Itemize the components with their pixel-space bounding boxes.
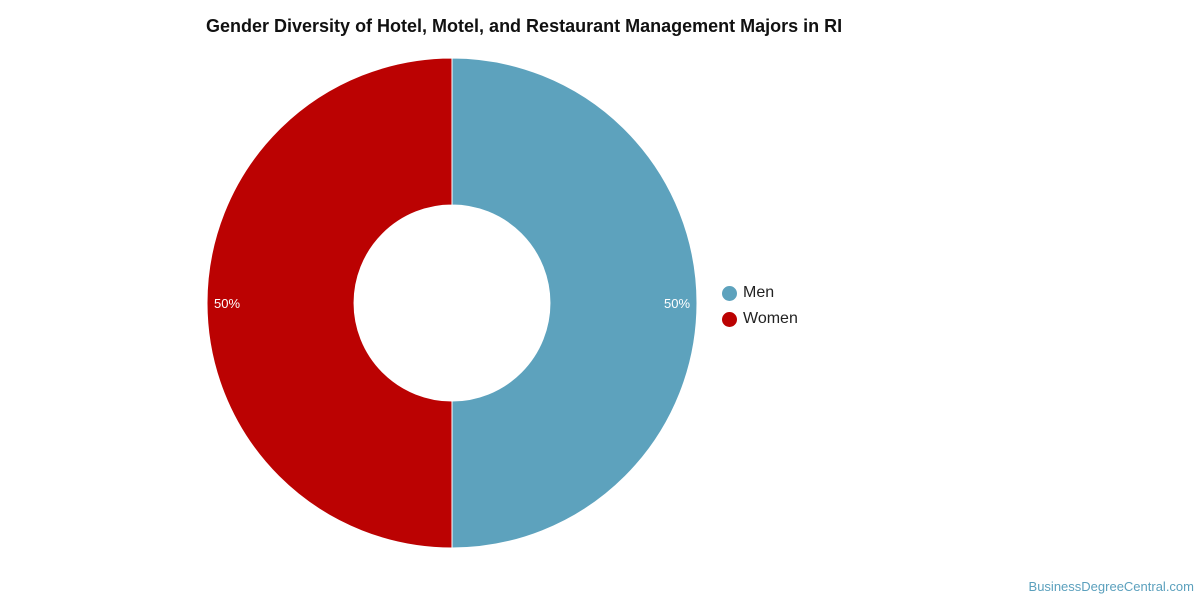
slice-women[interactable] (206, 57, 453, 549)
legend-item-men[interactable]: Men (722, 280, 798, 306)
legend-label-men: Men (743, 284, 775, 301)
slice-label-men: 50% (664, 296, 690, 311)
chart-title: Gender Diversity of Hotel, Motel, and Re… (206, 16, 843, 36)
slice-label-women: 50% (214, 296, 240, 311)
legend-swatch-women (722, 311, 737, 327)
watermark: BusinessDegreeCentral.com (1028, 579, 1194, 594)
slice-men[interactable] (451, 57, 698, 549)
legend-label-women: Women (743, 310, 798, 327)
legend-swatch-men (722, 285, 737, 301)
legend-item-women[interactable]: Women (722, 306, 798, 332)
legend: Men Women (722, 280, 798, 332)
